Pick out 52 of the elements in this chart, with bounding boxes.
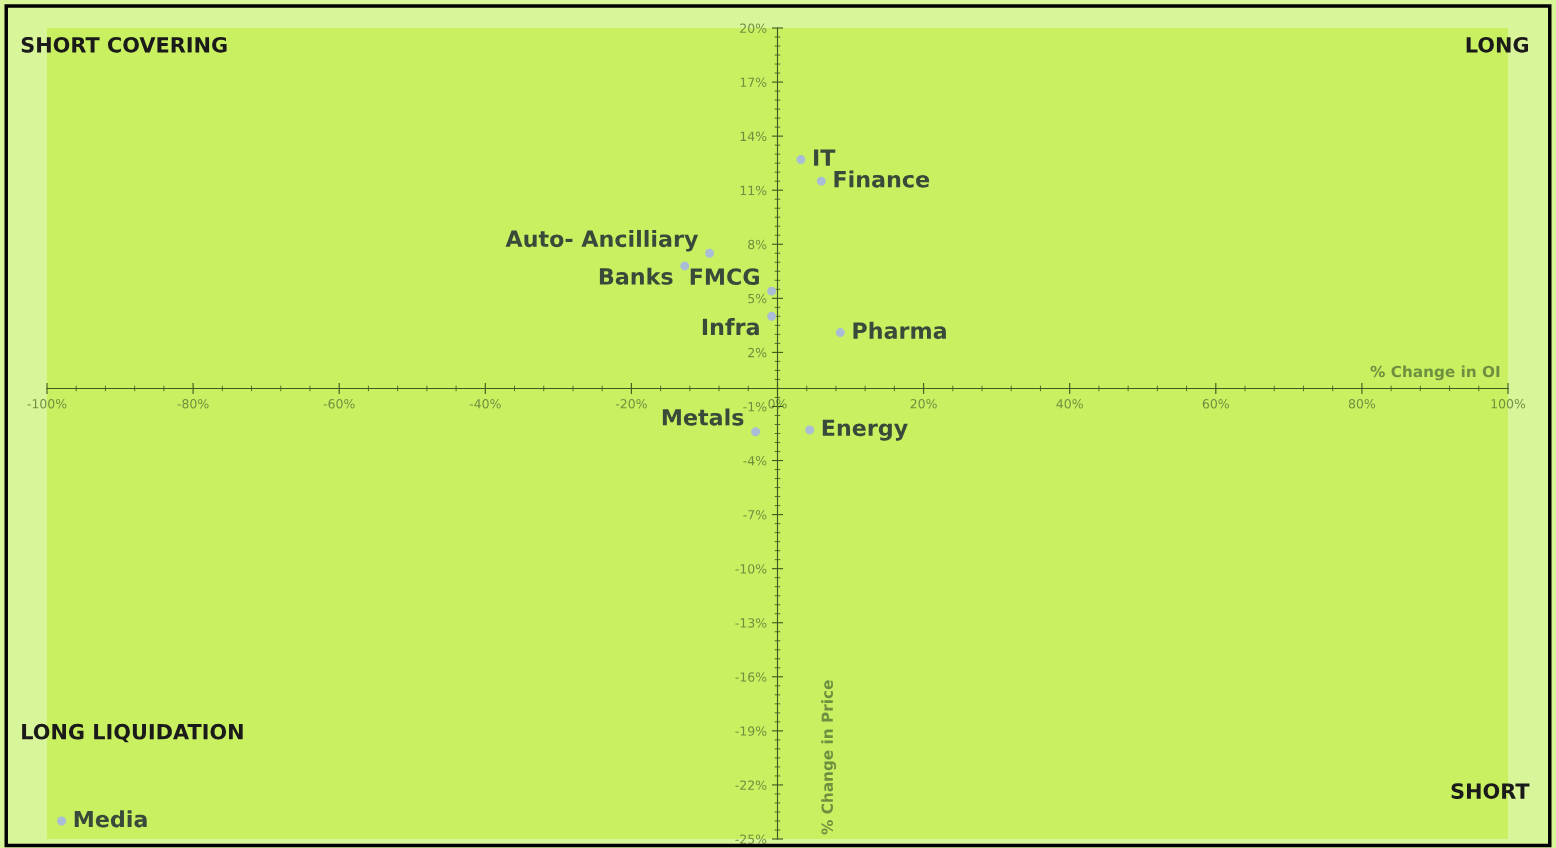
x-tick-label: -60%	[323, 399, 355, 409]
point	[796, 155, 806, 165]
y-tick-label: 17%	[740, 77, 767, 87]
point	[680, 261, 690, 271]
y-axis-title: % Change in Price	[821, 680, 837, 835]
text: IT	[814, 149, 836, 166]
y-tick-label: 5%	[748, 293, 767, 304]
text: Auto- Ancilliary	[505, 229, 699, 252]
text: Banks	[599, 267, 673, 285]
y-tick-label: 2%	[748, 347, 767, 358]
y-tick-label: -10%	[735, 564, 767, 574]
x-tick-label: 80%	[1348, 399, 1376, 409]
text: Pharma	[853, 321, 946, 340]
y-tick-label: -13%	[735, 618, 767, 628]
y-tick-label: 11%	[740, 185, 767, 196]
y-tick-label: -22%	[735, 780, 767, 790]
y-tick-label: -7%	[743, 510, 767, 520]
annotation: LONG LIQUIDATION	[22, 723, 243, 743]
point	[835, 328, 845, 338]
x-tick-label: -40%	[469, 399, 501, 409]
text: Metals	[662, 408, 744, 426]
point	[767, 311, 777, 321]
point	[57, 816, 67, 826]
point	[805, 425, 815, 435]
point	[751, 427, 761, 437]
text: Finance	[834, 170, 930, 188]
x-tick-label: 40%	[1056, 399, 1083, 409]
y-tick-label: -25%	[735, 834, 767, 844]
point	[767, 286, 777, 296]
x-tick-label: -20%	[615, 399, 647, 409]
y-tick-label: -19%	[735, 726, 767, 736]
text: Infra	[702, 318, 759, 336]
x-tick-label: 20%	[910, 399, 937, 409]
x-tick-label: 60%	[1202, 399, 1229, 409]
point	[816, 176, 826, 186]
point	[705, 248, 715, 258]
y-tick-label: -16%	[735, 672, 767, 682]
annotation: SHORT	[1451, 783, 1530, 799]
y-tick-label: -1%	[743, 401, 767, 412]
text: Energy	[822, 419, 908, 441]
y-tick-label: -4%	[743, 456, 767, 466]
text: Media	[74, 810, 147, 828]
annotation: SHORT COVERING	[21, 36, 227, 53]
y-tick-label: 8%	[748, 239, 767, 250]
text: FMCG	[690, 268, 759, 286]
annotation: LONG	[1466, 36, 1529, 53]
y-tick-label: 20%	[740, 23, 767, 33]
x-tick-label: -100%	[27, 399, 67, 409]
y-tick-label: 14%	[740, 131, 767, 142]
x-axis-title: % Change in OI	[1370, 365, 1500, 381]
x-tick-label: -80%	[177, 399, 209, 409]
x-tick-label: 100%	[1491, 399, 1526, 409]
